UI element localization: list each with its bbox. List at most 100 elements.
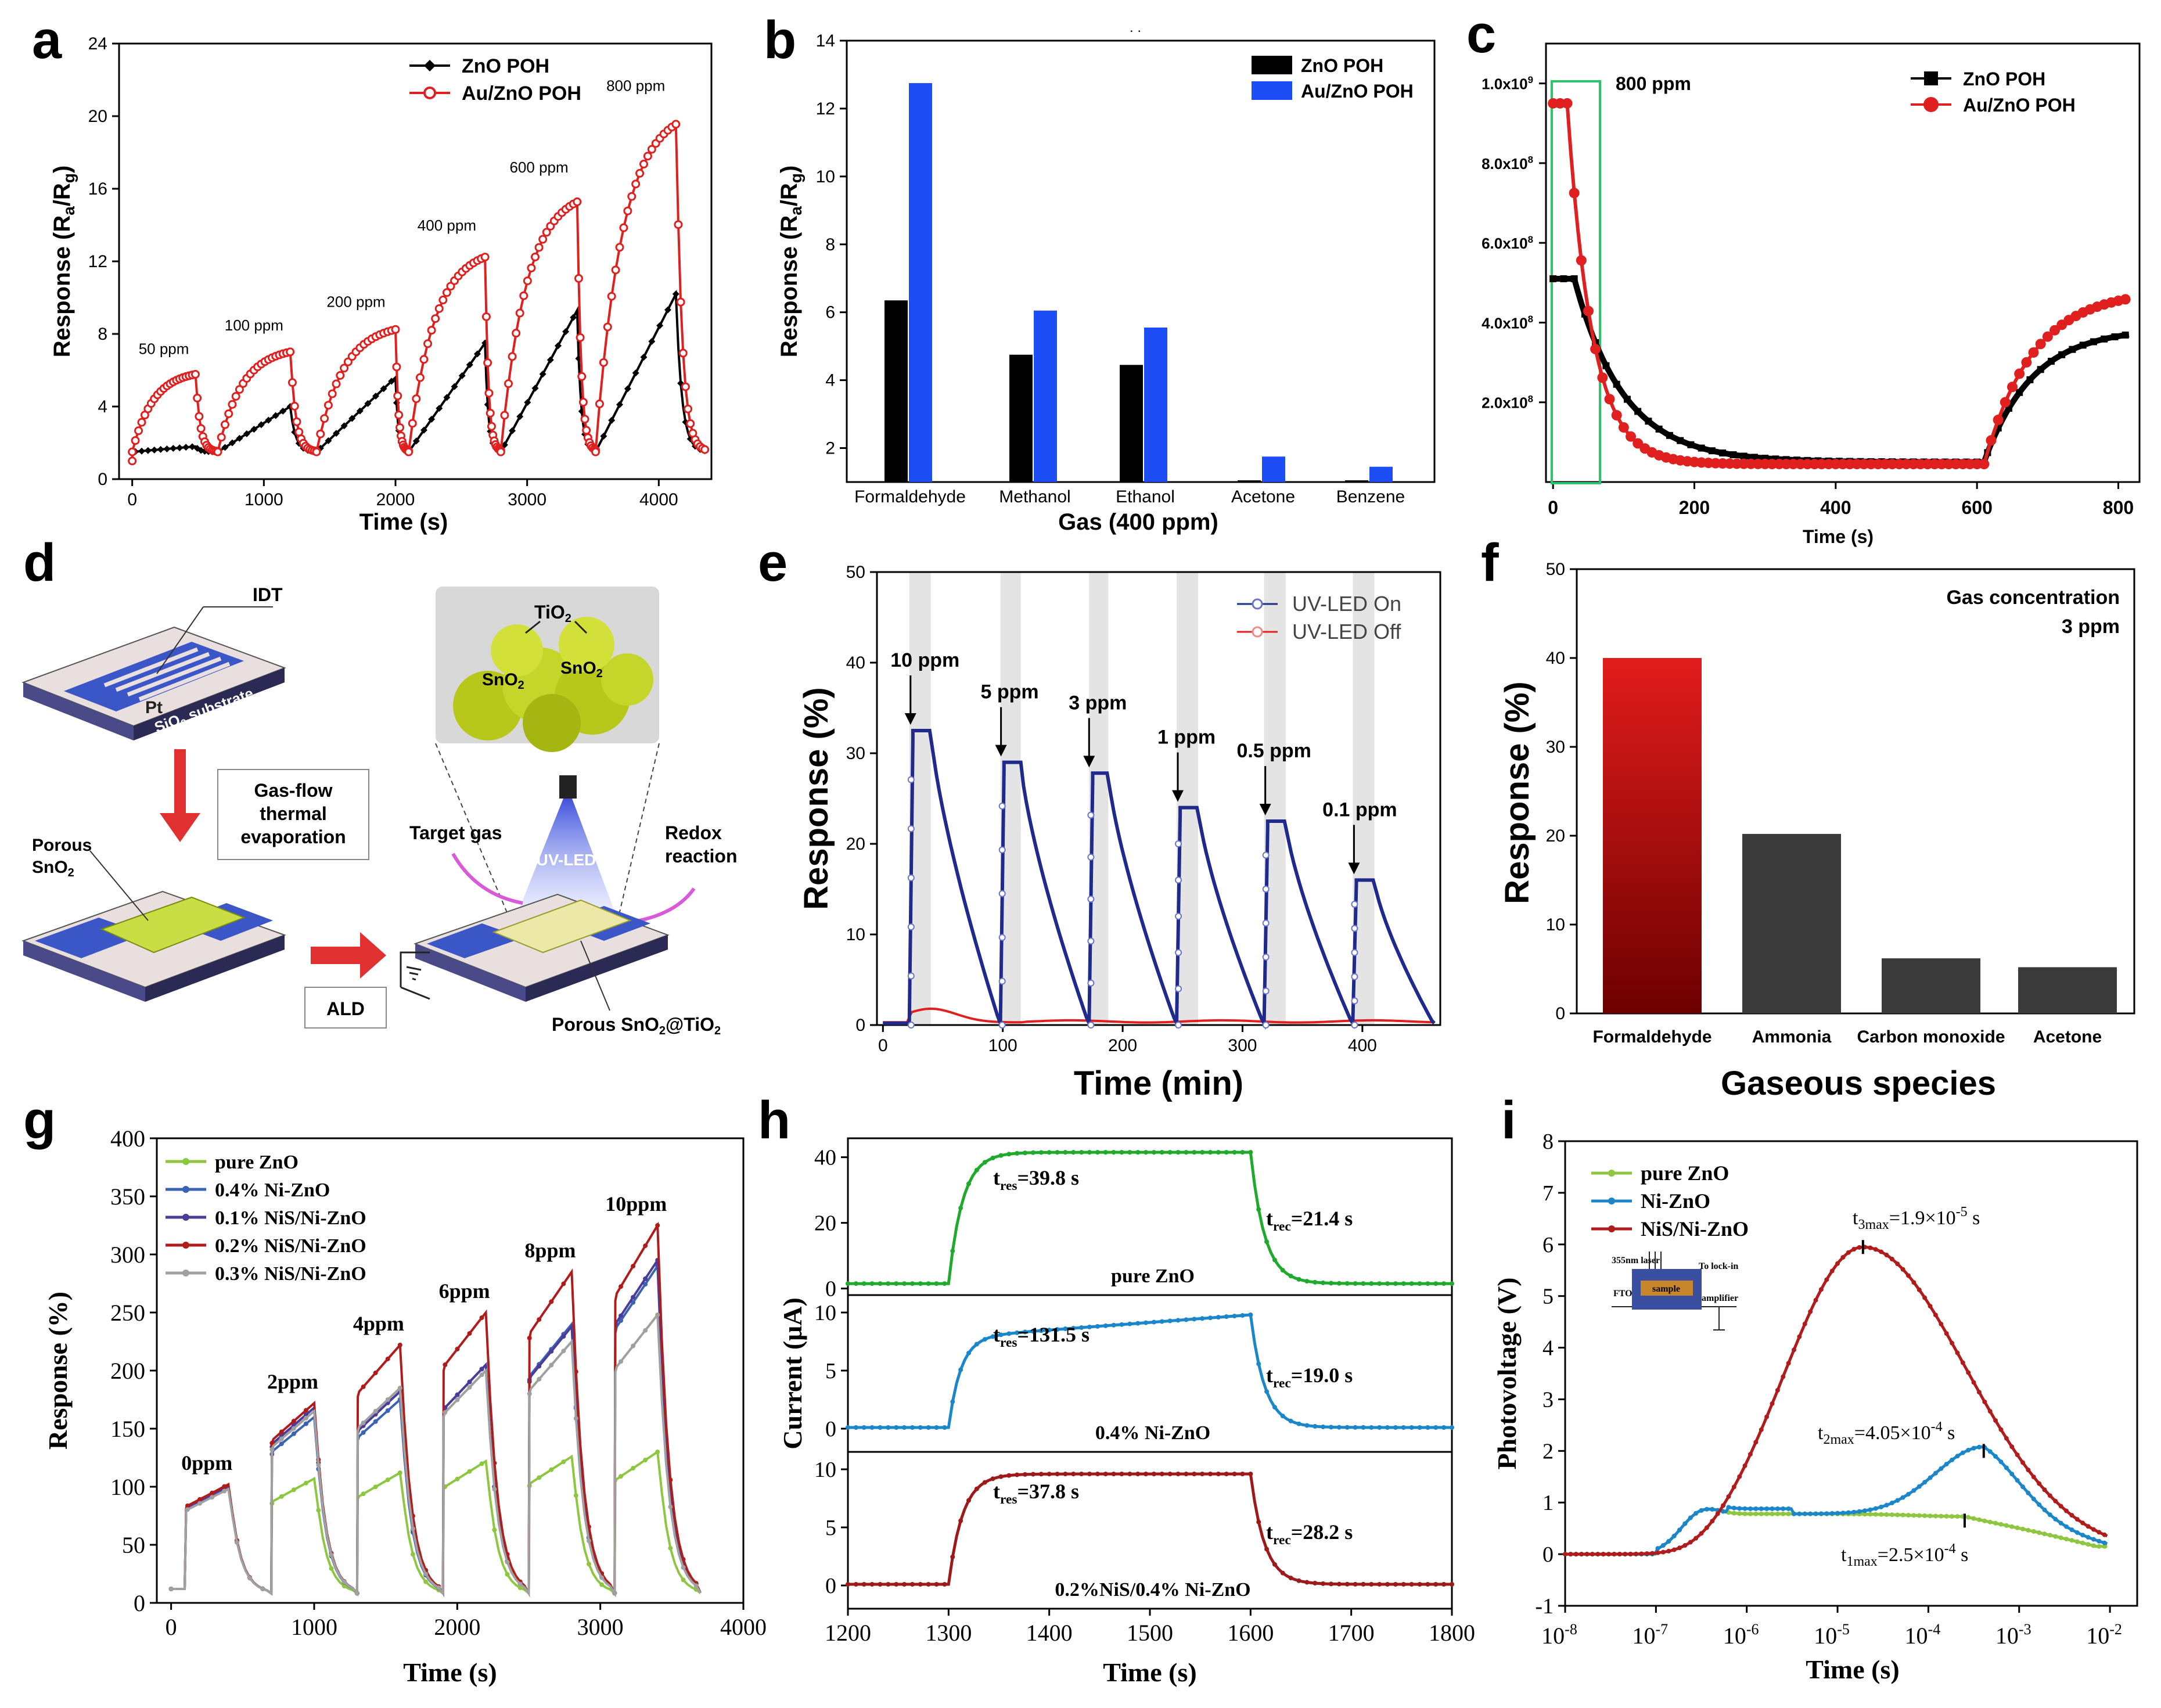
data-point-0-2-nis-0-4-ni-zno bbox=[1313, 1581, 1318, 1586]
bar-zno-poh bbox=[1009, 354, 1033, 482]
data-point-nis-ni-zno bbox=[1650, 1551, 1655, 1556]
data-point-au-zno-poh bbox=[217, 433, 226, 442]
data-point-nis-ni-zno bbox=[1889, 1256, 1894, 1261]
data-point-zno-poh bbox=[1645, 418, 1652, 425]
data-point-ni-zno bbox=[1835, 1511, 1840, 1516]
data-point-au-zno-poh bbox=[643, 152, 652, 161]
data-point-au-zno-poh bbox=[1597, 372, 1608, 383]
data-point-0-2-nis-0-4-ni-zno bbox=[1385, 1581, 1390, 1587]
data-point-pure-zno bbox=[2058, 1535, 2063, 1540]
data-point-0-4-ni-zno bbox=[1264, 1389, 1270, 1394]
data-point-ni-zno bbox=[2069, 1527, 2074, 1533]
data-point-pure-zno bbox=[1353, 1281, 1358, 1286]
data-point-au-zno-poh bbox=[286, 347, 295, 357]
bar-au-zno-poh bbox=[1262, 456, 1285, 482]
y-tick-label: 10 bbox=[846, 925, 865, 944]
data-point-nis-ni-zno bbox=[1726, 1494, 1731, 1499]
y-tick-label: 6 bbox=[1542, 1233, 1554, 1257]
x-category-label: Methanol bbox=[999, 487, 1070, 506]
data-point-pure-zno bbox=[869, 1281, 875, 1286]
data-point-au-zno-poh bbox=[2035, 339, 2046, 350]
data-point-0-4-ni-zno bbox=[1063, 1326, 1068, 1332]
y-tick-label: 4 bbox=[98, 397, 107, 416]
data-point-au-zno-poh bbox=[438, 296, 448, 305]
data-point-0-4-ni-zno bbox=[1393, 1425, 1398, 1430]
data-point-nis-ni-zno bbox=[2058, 1504, 2063, 1509]
data-point-ni-zno bbox=[1704, 1506, 1709, 1512]
data-point-zno-poh bbox=[340, 422, 348, 430]
data-point-nis-ni-zno bbox=[1584, 1552, 1590, 1557]
data-point-uv-led-on bbox=[1175, 949, 1182, 957]
data-point-ni-zno bbox=[1764, 1506, 1770, 1511]
data-point-nis-ni-zno bbox=[1835, 1261, 1840, 1266]
y-tick-label: 7 bbox=[1542, 1181, 1554, 1206]
data-point-0-2-nis-0-4-ni-zno bbox=[1159, 1472, 1164, 1476]
series-line-ni-zno bbox=[1565, 1445, 2108, 1556]
data-point-zno-poh bbox=[163, 445, 171, 452]
x-tick-label: 300 bbox=[1228, 1036, 1257, 1055]
data-point-0-2-nis-ni-zno bbox=[549, 1299, 554, 1304]
axis-xlabel-h: Time (s) bbox=[1103, 1657, 1196, 1687]
legend-label-a-0: ZnO POH bbox=[462, 55, 549, 77]
data-point-zno-poh bbox=[546, 356, 554, 364]
data-point-0-2-nis-ni-zno bbox=[279, 1429, 284, 1434]
data-point-0-2-nis-0-4-ni-zno bbox=[1200, 1472, 1205, 1476]
y-tick-label: 20 bbox=[1546, 826, 1565, 846]
annotation-recovery-time: trec=21.4 s bbox=[1266, 1207, 1353, 1234]
legend-marker-circle bbox=[423, 87, 436, 99]
data-point-au-zno-poh bbox=[527, 263, 536, 272]
data-point-uv-led-on bbox=[1262, 919, 1270, 927]
data-point-pure-zno bbox=[423, 1579, 429, 1584]
data-point-ni-zno bbox=[1759, 1506, 1764, 1511]
data-point-pure-zno bbox=[1272, 1257, 1277, 1263]
device-final: Porous SnO2@TiO2 bbox=[400, 893, 721, 1037]
data-point-0-4-ni-zno bbox=[1023, 1329, 1028, 1335]
data-point-0-3-nis-ni-zno bbox=[527, 1391, 532, 1396]
data-point-nis-ni-zno bbox=[2047, 1493, 2052, 1498]
data-point-0-2-nis-ni-zno bbox=[269, 1440, 275, 1445]
data-point-0-2-nis-0-4-ni-zno bbox=[1336, 1581, 1342, 1587]
series-line-uv-led-off bbox=[883, 1007, 1434, 1024]
data-point-0-4-ni-zno bbox=[1144, 1320, 1149, 1325]
data-point-zno-poh bbox=[436, 405, 443, 412]
annotation-concentration: 400 ppm bbox=[418, 217, 476, 234]
data-point-0-2-nis-0-4-ni-zno bbox=[1023, 1472, 1028, 1477]
data-point-0-2-nis-ni-zno bbox=[397, 1343, 402, 1347]
data-point-pure-zno bbox=[1280, 1268, 1285, 1273]
data-point-nis-ni-zno bbox=[1829, 1268, 1835, 1274]
data-point-pure-zno bbox=[1159, 1150, 1164, 1155]
data-point-nis-ni-zno bbox=[2026, 1468, 2031, 1473]
data-point-pure-zno bbox=[492, 1527, 497, 1533]
data-point-au-zno-poh bbox=[2120, 294, 2131, 305]
data-point-pure-zno bbox=[1401, 1281, 1406, 1286]
data-point-au-zno-poh bbox=[128, 447, 137, 456]
data-point-pure-zno bbox=[966, 1181, 971, 1186]
data-point-pure-zno bbox=[1417, 1281, 1422, 1286]
data-point-ni-zno bbox=[1699, 1508, 1704, 1513]
y-tick-label: 0 bbox=[98, 470, 107, 489]
data-point-0-4-ni-zno bbox=[1353, 1425, 1358, 1430]
data-point-0-4-ni-zno bbox=[1433, 1425, 1439, 1430]
data-point-uv-led-on bbox=[907, 972, 915, 980]
data-point-0-2-nis-0-4-ni-zno bbox=[1441, 1581, 1447, 1587]
data-point-0-2-nis-ni-zno bbox=[479, 1315, 484, 1320]
data-point-pure-zno bbox=[1047, 1150, 1052, 1155]
x-tick-label: 1300 bbox=[925, 1620, 972, 1646]
label-final: Porous SnO2@TiO2 bbox=[552, 1014, 721, 1037]
data-point-ni-zno bbox=[1955, 1454, 1960, 1459]
inset-amp: amplifier bbox=[1702, 1293, 1738, 1303]
data-point-pure-zno bbox=[1232, 1150, 1237, 1155]
data-point-ni-zno bbox=[1944, 1462, 1949, 1467]
data-point-pure-zno bbox=[1208, 1150, 1213, 1155]
panel-f-chart: 0 10 20 30 40 50 Formaldehyde Ammonia Carbon mon… bbox=[1498, 560, 2135, 1102]
data-point-nis-ni-zno bbox=[1917, 1287, 1922, 1292]
data-point-nis-ni-zno bbox=[1955, 1350, 1960, 1355]
data-point-0-4-ni-zno bbox=[1192, 1317, 1197, 1322]
data-point-0-4-ni-zno bbox=[853, 1425, 858, 1430]
data-point-pure-zno bbox=[1450, 1281, 1454, 1286]
y-tick-label: 5 bbox=[825, 1359, 836, 1383]
y-tick-label: 0 bbox=[134, 1590, 145, 1616]
y-tick-label: 0 bbox=[825, 1277, 836, 1301]
data-point-nis-ni-zno bbox=[1682, 1543, 1688, 1548]
data-point-0-2-nis-0-4-ni-zno bbox=[1304, 1580, 1310, 1585]
